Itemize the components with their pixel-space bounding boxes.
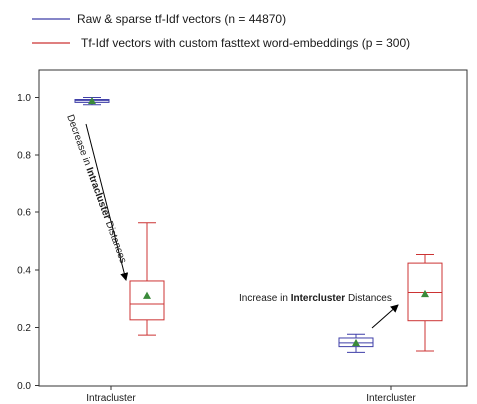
y-tick-label: 0.0	[17, 381, 31, 392]
y-tick-label: 0.8	[17, 151, 31, 162]
mean-marker	[421, 289, 429, 298]
plot-area-frame	[38, 69, 468, 387]
box-raw-tfidf-intracluster	[74, 96, 110, 106]
y-tick-label: 0.6	[17, 208, 31, 219]
legend-label-fasttext: Tf-Idf vectors with custom fasttext word…	[81, 36, 410, 50]
mean-marker	[88, 96, 96, 105]
x-axis: Intracluster Intercluster	[86, 386, 416, 404]
mean-marker	[143, 291, 151, 299]
y-tick-0.2: 0.2	[17, 323, 39, 334]
annotation-text-decrease: Decrease in Intracluster Distances	[64, 113, 128, 265]
annotation-arrow-increase	[371, 304, 399, 329]
legend: Raw & sparse tf-Idf vectors (n = 44870) …	[32, 12, 410, 50]
annotation-decrease: Decrease in Intracluster Distances	[64, 113, 129, 281]
annotation-text-increase: Increase in Intercluster Distances	[239, 293, 392, 304]
box-fasttext-intercluster	[407, 253, 443, 352]
y-tick-0.0: 0.0	[17, 381, 39, 392]
box-raw-tfidf-intercluster	[338, 333, 374, 353]
y-tick-0.6: 0.6	[17, 208, 39, 219]
annotation-arrow-decrease	[85, 123, 129, 281]
y-tick-label: 0.2	[17, 323, 31, 334]
x-tick-label-intracluster: Intracluster	[86, 393, 136, 404]
y-tick-0.8: 0.8	[17, 151, 39, 162]
legend-label-raw-tfidf: Raw & sparse tf-Idf vectors (n = 44870)	[77, 12, 286, 26]
y-tick-1.0: 1.0	[17, 93, 39, 104]
x-tick-label-intercluster: Intercluster	[366, 393, 416, 404]
y-tick-label: 0.4	[17, 266, 31, 277]
y-axis: 0.0 0.2 0.4 0.6 0.8 1.0	[17, 93, 39, 392]
box-iqr	[129, 280, 165, 321]
y-tick-label: 1.0	[17, 93, 31, 104]
mean-marker	[352, 338, 360, 347]
y-tick-0.4: 0.4	[17, 266, 39, 277]
box-series	[74, 96, 443, 353]
box-fasttext-intracluster	[129, 222, 165, 336]
annotation-increase: Increase in Intercluster Distances	[239, 293, 399, 329]
